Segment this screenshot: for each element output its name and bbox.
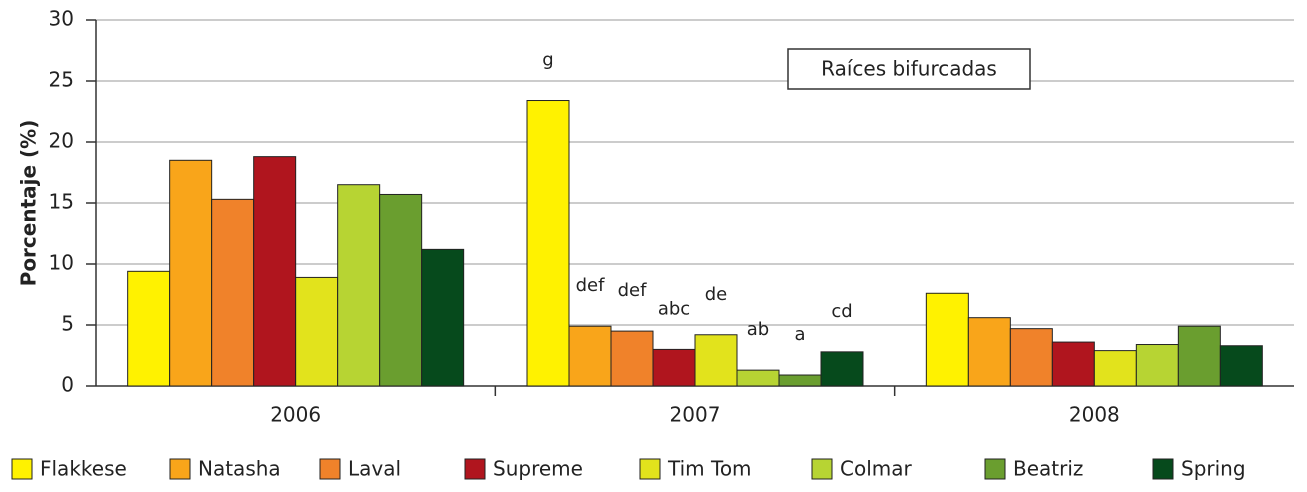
y-tick-label: 10 <box>49 251 74 275</box>
bar <box>1093 350 1137 387</box>
significance-label: de <box>705 284 728 305</box>
legend-label: Colmar <box>840 457 912 481</box>
bar <box>211 198 255 387</box>
bar <box>337 184 381 387</box>
bar <box>820 351 864 387</box>
x-tick-label: 2008 <box>1069 403 1120 427</box>
significance-label: def <box>618 280 648 301</box>
legend-label: Beatriz <box>1013 457 1083 481</box>
bar <box>1177 325 1221 387</box>
legend-swatch <box>984 458 1006 480</box>
bar <box>568 325 612 387</box>
legend-label: Flakkese <box>40 457 127 481</box>
legend-swatch <box>811 458 833 480</box>
bar <box>610 330 654 387</box>
bar <box>127 270 171 387</box>
bar <box>736 369 780 387</box>
chart-title: Raíces bifurcadas <box>821 57 997 81</box>
y-tick-label: 20 <box>49 129 74 153</box>
bar <box>253 156 297 387</box>
legend-swatch <box>464 458 486 480</box>
bar <box>694 334 738 387</box>
bar <box>1009 328 1053 387</box>
bar <box>967 317 1011 387</box>
legend-swatch <box>319 458 341 480</box>
bar <box>925 292 969 387</box>
legend-label: Supreme <box>493 457 583 481</box>
legend-label: Spring <box>1181 457 1246 481</box>
significance-label: a <box>794 324 805 345</box>
legend-swatch <box>169 458 191 480</box>
bar <box>295 276 339 387</box>
title-box <box>787 48 1031 90</box>
bar <box>778 374 822 387</box>
significance-label: ab <box>747 319 769 340</box>
bar <box>1051 341 1095 387</box>
bar <box>1135 344 1179 387</box>
legend-label: Tim Tom <box>667 457 752 481</box>
bar <box>526 100 570 387</box>
significance-label: def <box>576 275 606 296</box>
significance-label: g <box>542 50 553 71</box>
y-tick-label: 5 <box>61 312 74 336</box>
bar <box>1219 345 1263 387</box>
bar <box>652 348 696 387</box>
significance-label: abc <box>658 298 690 319</box>
legend-swatch <box>11 458 33 480</box>
significance-label: cd <box>831 301 852 322</box>
bar <box>421 248 465 387</box>
x-tick-label: 2006 <box>270 403 321 427</box>
bar <box>379 193 423 387</box>
legend-swatch <box>639 458 661 480</box>
y-tick-label: 30 <box>49 7 74 31</box>
x-tick-label: 2007 <box>670 403 721 427</box>
y-axis-label: Porcentaje (%) <box>17 120 41 287</box>
legend-swatch <box>1152 458 1174 480</box>
legend-label: Laval <box>348 457 401 481</box>
y-tick-label: 25 <box>49 68 74 92</box>
bar <box>169 159 213 387</box>
y-tick-label: 0 <box>61 373 74 397</box>
y-tick-label: 15 <box>49 190 74 214</box>
legend-label: Natasha <box>198 457 281 481</box>
